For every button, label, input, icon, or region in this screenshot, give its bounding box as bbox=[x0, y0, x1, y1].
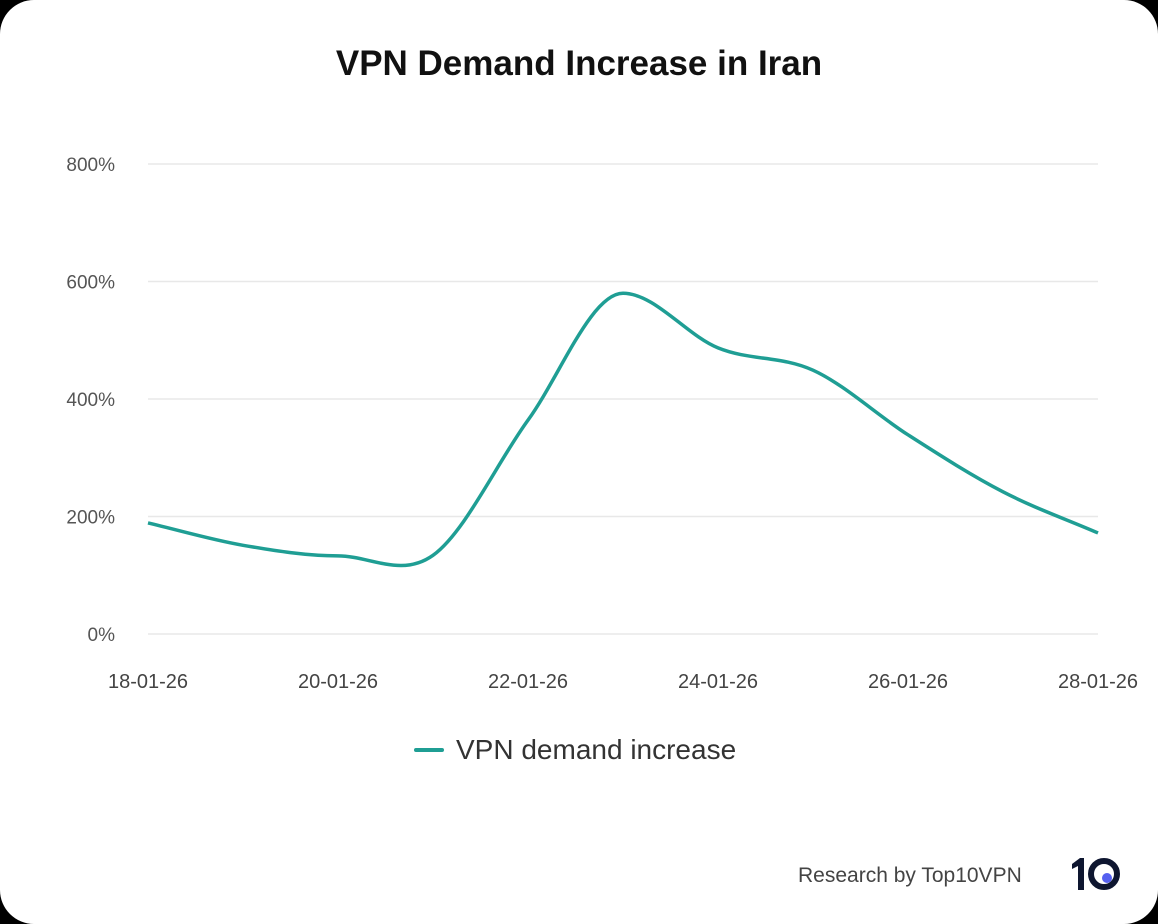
x-tick-label: 20-01-26 bbox=[298, 671, 378, 693]
series-line bbox=[147, 291, 1099, 568]
y-tick-label: 0% bbox=[88, 625, 116, 646]
x-tick-label: 18-01-26 bbox=[108, 671, 188, 693]
y-tick-label: 600% bbox=[66, 273, 115, 294]
y-tick-label: 200% bbox=[66, 508, 115, 529]
x-tick-label: 24-01-26 bbox=[678, 671, 758, 693]
top10vpn-logo bbox=[1072, 858, 1120, 890]
legend-swatch bbox=[414, 748, 444, 752]
x-tick-label: 26-01-26 bbox=[868, 671, 948, 693]
credit-text: Research by Top10VPN bbox=[798, 864, 1022, 887]
y-tick-label: 800% bbox=[66, 155, 115, 176]
y-tick-label: 400% bbox=[66, 390, 115, 411]
legend: VPN demand increase bbox=[414, 734, 736, 766]
x-tick-label: 28-01-26 bbox=[1058, 671, 1138, 693]
x-tick-label: 22-01-26 bbox=[488, 671, 568, 693]
chart-title: VPN Demand Increase in Iran bbox=[335, 44, 823, 83]
legend-label: VPN demand increase bbox=[456, 734, 737, 765]
